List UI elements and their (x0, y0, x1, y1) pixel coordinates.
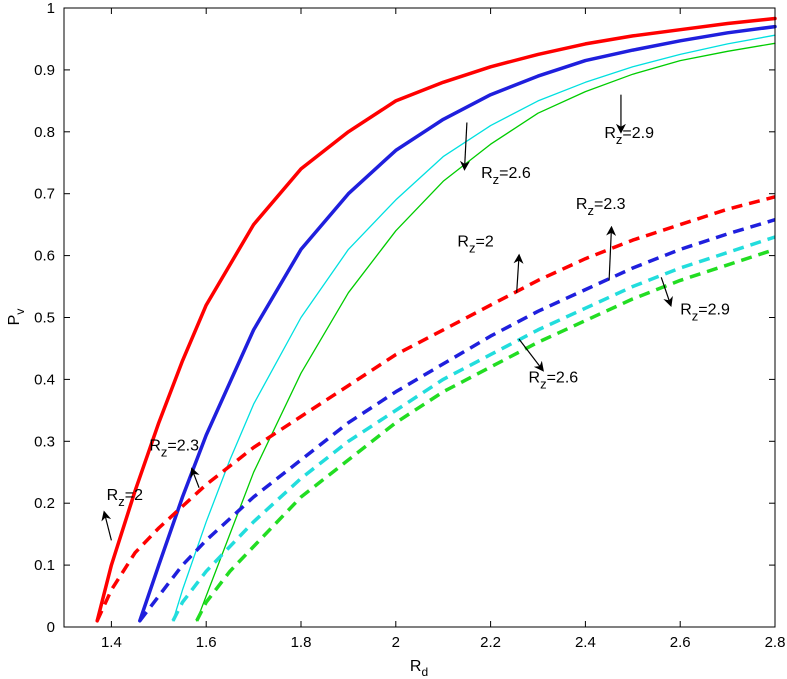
x-tick-label: 1.6 (196, 634, 217, 651)
annotation-label: Rz=2.9 (604, 125, 654, 147)
series-line-solid-rz-2-6 (172, 34, 776, 622)
series-line-dashed-rz-2 (95, 195, 776, 622)
annotation-label: Rz=2 (107, 487, 143, 509)
tick-labels: 1.4 1.6 1.8 2 2.2 2.4 2.6 2.8 0 0.1 0.2 0.3 0.4 0.5 0.… (34, 0, 785, 651)
annotation-label: Rz=2.3 (576, 196, 626, 218)
annotation-arrow (459, 122, 470, 171)
y-tick-label: 0.3 (34, 433, 55, 450)
y-tick-label: 0.4 (34, 371, 55, 388)
y-tick-label: 0 (47, 619, 55, 636)
series-line-dashed-rz-2-6 (171, 235, 776, 622)
y-tick-label: 0.1 (34, 557, 55, 574)
series-line-dashed-rz-2-3 (138, 218, 776, 622)
x-axis-label-subscript: d (421, 665, 428, 679)
y-tick-label: 1 (47, 0, 55, 17)
x-tick-label: 2.2 (480, 634, 501, 651)
annotation-label: Rz=2.3 (149, 438, 199, 460)
annotation-label: Rz=2.6 (481, 165, 531, 187)
y-tick-label: 0.2 (34, 495, 55, 512)
x-tick-label: 1.4 (101, 634, 122, 651)
x-tick-label: 2.6 (670, 634, 691, 651)
annotation-arrow (518, 338, 544, 372)
y-axis-label-subscript: v (13, 309, 27, 315)
series-line-solid-rz-2 (95, 16, 777, 623)
y-axis-label-main: P (6, 315, 23, 326)
annotation-label: Rz=2.9 (680, 301, 730, 323)
y-tick-label: 0.5 (34, 310, 55, 327)
x-axis-label: Rd (410, 658, 428, 679)
x-tick-label: 2.4 (575, 634, 596, 651)
annotation-arrow (190, 467, 200, 488)
x-axis-label-main: R (410, 658, 422, 675)
annotation-arrow (606, 225, 617, 281)
annotation-layer: Rz=2 Rz=2.3 Rz=2.6 Rz=2.9 Rz=2 Rz=2.3 Rz=2.6 Rz… (101, 94, 730, 541)
y-tick-label: 0.8 (34, 124, 55, 141)
x-tick-label: 2 (392, 634, 400, 651)
annotation-arrow (513, 253, 524, 293)
y-tick-label: 0.7 (34, 186, 55, 203)
x-tick-label: 2.8 (765, 634, 786, 651)
annotation-label: Rz=2.6 (529, 369, 579, 391)
annotation-arrow (660, 277, 673, 308)
y-axis-label: Pv (6, 309, 27, 326)
y-tick-label: 0.6 (34, 248, 55, 265)
y-tick-label: 0.9 (34, 62, 55, 79)
annotation-label: Rz=2 (457, 233, 493, 255)
series-line-solid-rz-2-3 (138, 24, 777, 623)
x-tick-label: 1.8 (291, 634, 312, 651)
axes-layer (63, 7, 776, 628)
plot-background (64, 8, 775, 627)
annotation-arrow (101, 510, 112, 541)
